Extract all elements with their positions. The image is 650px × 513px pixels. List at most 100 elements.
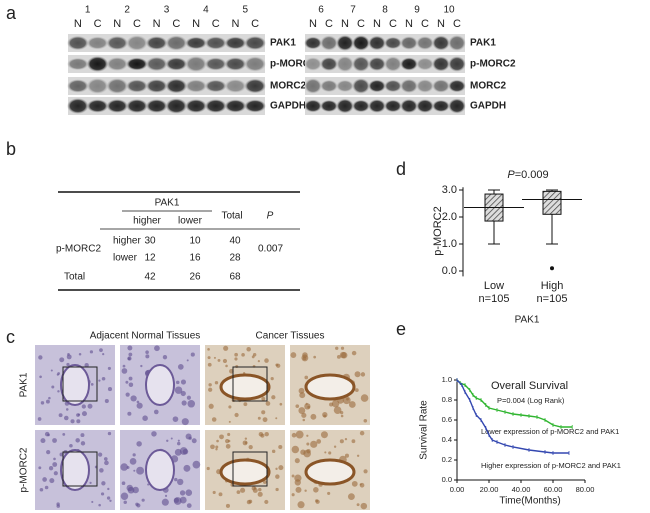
tissue-cell [302,356,307,361]
tissue-cell [310,413,317,420]
tissue-cell [228,420,231,423]
y-tick-label: 0.4 [442,435,452,444]
blot-band [432,99,450,113]
tissue-cell [104,460,109,466]
blot-band [384,56,402,72]
table-row-label: Total [64,272,85,283]
inset-box [232,366,268,402]
tissue-cell [186,503,192,508]
protein-label: PAK1 [270,38,296,49]
blot-band [67,57,89,71]
tissue-cell [291,445,300,454]
title-value: =0.009 [515,169,549,181]
blot-band [86,99,109,113]
tissue-cell [234,357,238,361]
tissue-cell [75,438,80,443]
table-row-group: p-MORC2 [56,244,101,255]
tissue-cell [315,499,320,504]
blot-band [368,99,386,113]
tissue-cell [48,466,54,471]
tissue-cell [271,395,276,400]
blot-band [86,56,109,72]
panel-label: a [6,3,17,23]
tissue-cell [183,464,191,472]
tissue-cell [106,496,111,500]
blot-band [145,36,168,50]
tissue-cell [39,375,42,379]
tissue-cell [223,345,229,351]
tissue-cell [101,376,106,381]
tissue-cell [278,444,283,450]
tissue-cell [263,480,267,484]
tissue-cell [181,400,187,406]
tissue-cell [212,490,216,495]
tissue-cell [185,489,193,497]
tissue-cell [265,401,271,406]
y-tick-label: 1.0 [442,375,452,384]
tissue-cell [136,400,140,404]
tissue-cell [261,396,266,401]
blot-band [416,79,434,93]
inset-box [232,451,268,487]
series-label: Higher expression of p-MORC2 and PAK1 [481,461,621,470]
tissue-cell [313,487,319,493]
tissue-cell [324,451,327,454]
lane-n: N [74,18,82,30]
blot-band [432,35,450,51]
tissue-cell [173,497,182,505]
tissue-cell [257,491,263,497]
tissue-cell [127,357,131,361]
tissue-cell [275,417,278,420]
blot-band [304,36,322,50]
tissue-cell [103,457,108,461]
blot-band [185,36,207,50]
tissue-cell [107,366,111,370]
tissue-cell [99,348,103,353]
x-tick-label: 80.00 [576,485,595,494]
x-tick-sublabel: n=105 [537,293,568,305]
tissue-cell [225,443,231,449]
tissue-cell [153,409,159,415]
tissue-cell [76,419,81,424]
gland [304,373,356,401]
tissue-cell [102,353,105,356]
tissue-cell [56,504,61,508]
histology-header: Adjacent Normal Tissues [90,331,201,342]
tissue-cell [295,486,302,493]
tissue-cell [262,417,268,423]
tissue-cell [48,396,51,400]
tissue-cell [275,487,279,492]
blot-band [304,99,322,113]
tissue-cell [356,503,360,507]
tissue-cell [53,471,58,476]
table-p-value: 0.007 [258,244,283,255]
tissue-cell [46,450,51,455]
lane-n: N [405,18,413,30]
tissue-cell [275,474,280,479]
tissue-cell [42,477,47,482]
lane-c: C [357,18,365,30]
blot-band [224,99,247,113]
tissue-cell [344,437,348,441]
tissue-cell [218,492,223,497]
tissue-cell [123,500,127,505]
tissue-cell [179,490,186,496]
histology-row-label: PAK1 [19,372,30,397]
tissue-cell [270,377,274,381]
tissue-cell [190,352,195,357]
blot-band [106,78,129,94]
tissue-cell [261,410,266,415]
protein-label: GAPDH [470,101,506,112]
tissue-cell [38,466,42,470]
blot-band [126,35,148,51]
tissue-cell [298,407,306,414]
table-cell: 30 [144,236,156,247]
tissue-cell [241,353,245,357]
blot-band [352,78,370,94]
chart-subtitle: P=0.004 (Log Rank) [497,396,565,405]
lane-number: 5 [243,5,249,16]
blot-band [204,99,227,113]
tissue-cell [225,439,230,444]
blot-band [448,35,466,51]
blot-band [336,56,354,72]
